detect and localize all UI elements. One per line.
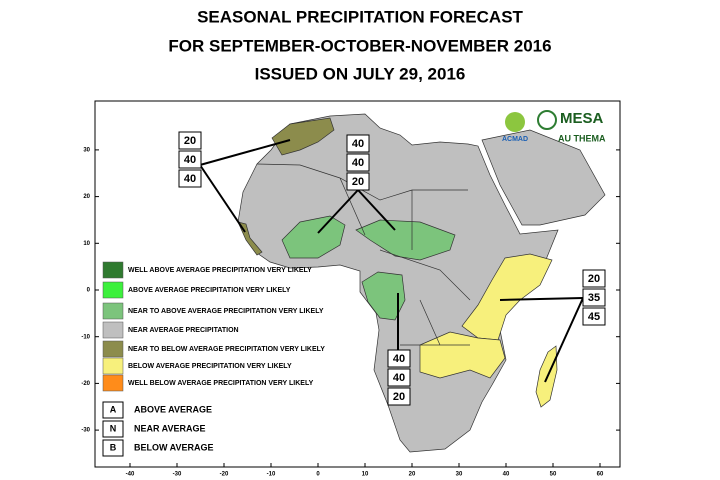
- lon-tick-label: 40: [503, 472, 510, 478]
- key-box: [102, 439, 124, 457]
- green-west: [281, 215, 346, 259]
- lat-tick-label: 20: [83, 194, 90, 200]
- callout-value: 20: [352, 176, 364, 188]
- callout-pointer: [199, 164, 246, 233]
- callout-value: 40: [352, 157, 364, 169]
- lat-tick-label: 0: [87, 288, 91, 294]
- callout-cell: [346, 153, 370, 172]
- key-label: BELOW AVERAGE: [134, 442, 214, 452]
- callout-cell: [178, 169, 202, 188]
- lon-tick-label: -10: [267, 472, 276, 478]
- callout-value: 45: [588, 311, 600, 323]
- key-letter: B: [110, 442, 117, 452]
- callout-cell: [346, 172, 370, 191]
- yellow-south: [419, 331, 506, 379]
- callout-pointer: [317, 189, 359, 234]
- lon-tick-label: 0: [316, 472, 320, 478]
- legend-swatch: [102, 340, 124, 358]
- lat-tick-label: 30: [83, 147, 90, 153]
- title-line: SEASONAL PRECIPITATION FORECAST: [197, 7, 523, 26]
- callout-cell: [582, 288, 606, 307]
- key-label: NEAR AVERAGE: [134, 423, 206, 433]
- key-letter: N: [110, 423, 117, 433]
- arabia: [481, 129, 606, 226]
- lon-tick-label: 50: [550, 472, 557, 478]
- legend-label: WELL BELOW AVERAGE PRECIPITATION VERY LI…: [128, 380, 314, 387]
- lat-tick-label: -10: [81, 334, 90, 340]
- callout-value: 40: [393, 353, 405, 365]
- legend-label: BELOW AVERAGE PRECIPITATION VERY LIKELY: [128, 363, 292, 370]
- callout-value: 35: [588, 292, 600, 304]
- legend-label: NEAR AVERAGE PRECIPITATION: [128, 327, 239, 334]
- legend-label: NEAR TO BELOW AVERAGE PRECIPITATION VERY…: [128, 346, 325, 353]
- mesa-label: MESA: [560, 110, 604, 127]
- lat-tick-label: -30: [81, 428, 90, 434]
- legend-label: NEAR TO ABOVE AVERAGE PRECIPITATION VERY…: [128, 308, 324, 315]
- callout-cell: [387, 387, 411, 406]
- callout-pointer: [499, 297, 584, 301]
- lon-tick-label: 60: [597, 472, 604, 478]
- callout-pointer: [357, 189, 396, 231]
- title-line: FOR SEPTEMBER-OCTOBER-NOVEMBER 2016: [168, 36, 551, 55]
- legend-swatch: [102, 302, 124, 320]
- lon-tick-label: -30: [173, 472, 182, 478]
- acmad-icon: [505, 112, 525, 132]
- legend-swatch: [102, 261, 124, 279]
- callout-value: 20: [588, 273, 600, 285]
- lon-tick-label: 10: [362, 472, 369, 478]
- map: [237, 113, 606, 453]
- mesa-icon: [537, 110, 557, 130]
- callout-pointer: [544, 297, 584, 383]
- callout-cell: [387, 368, 411, 387]
- callout-value: 20: [393, 391, 405, 403]
- key-letter: A: [110, 404, 117, 414]
- yellow-east: [461, 253, 553, 341]
- acmad-label: ACMAD: [502, 136, 528, 143]
- callout-cell: [582, 307, 606, 326]
- green-east: [355, 219, 456, 261]
- legend-label: WELL ABOVE AVERAGE PRECIPITATION VERY LI…: [128, 267, 312, 274]
- callout-value: 20: [184, 135, 196, 147]
- legend-swatch: [102, 321, 124, 339]
- callout-cell: [387, 349, 411, 368]
- callout-value: 40: [184, 154, 196, 166]
- callout-cell: [346, 134, 370, 153]
- lon-tick-label: -40: [126, 472, 135, 478]
- lon-tick-label: -20: [220, 472, 229, 478]
- lon-tick-label: 20: [409, 472, 416, 478]
- legend-label: ABOVE AVERAGE PRECIPITATION VERY LIKELY: [128, 287, 291, 294]
- lon-tick-label: 30: [456, 472, 463, 478]
- legend-swatch: [102, 374, 124, 392]
- lat-tick-label: -20: [81, 381, 90, 387]
- key-box: [102, 401, 124, 419]
- legend-swatch: [102, 281, 124, 299]
- legend-swatch: [102, 357, 124, 375]
- olive-north: [271, 117, 335, 156]
- key-box: [102, 420, 124, 438]
- green-central: [361, 271, 406, 321]
- callout-cell: [178, 131, 202, 150]
- lat-tick-label: 10: [83, 241, 90, 247]
- logo: ACMAD MESA AU THEMA: [502, 110, 606, 143]
- callout-value: 40: [352, 138, 364, 150]
- callout-cell: [178, 150, 202, 169]
- callout-cell: [582, 269, 606, 288]
- title-line: ISSUED ON JULY 29, 2016: [255, 64, 466, 83]
- mesa-sub: AU THEMA: [558, 133, 606, 143]
- callout-value: 40: [184, 173, 196, 185]
- key-label: ABOVE AVERAGE: [134, 404, 212, 414]
- callout-value: 40: [393, 372, 405, 384]
- callout-pointer: [199, 139, 291, 166]
